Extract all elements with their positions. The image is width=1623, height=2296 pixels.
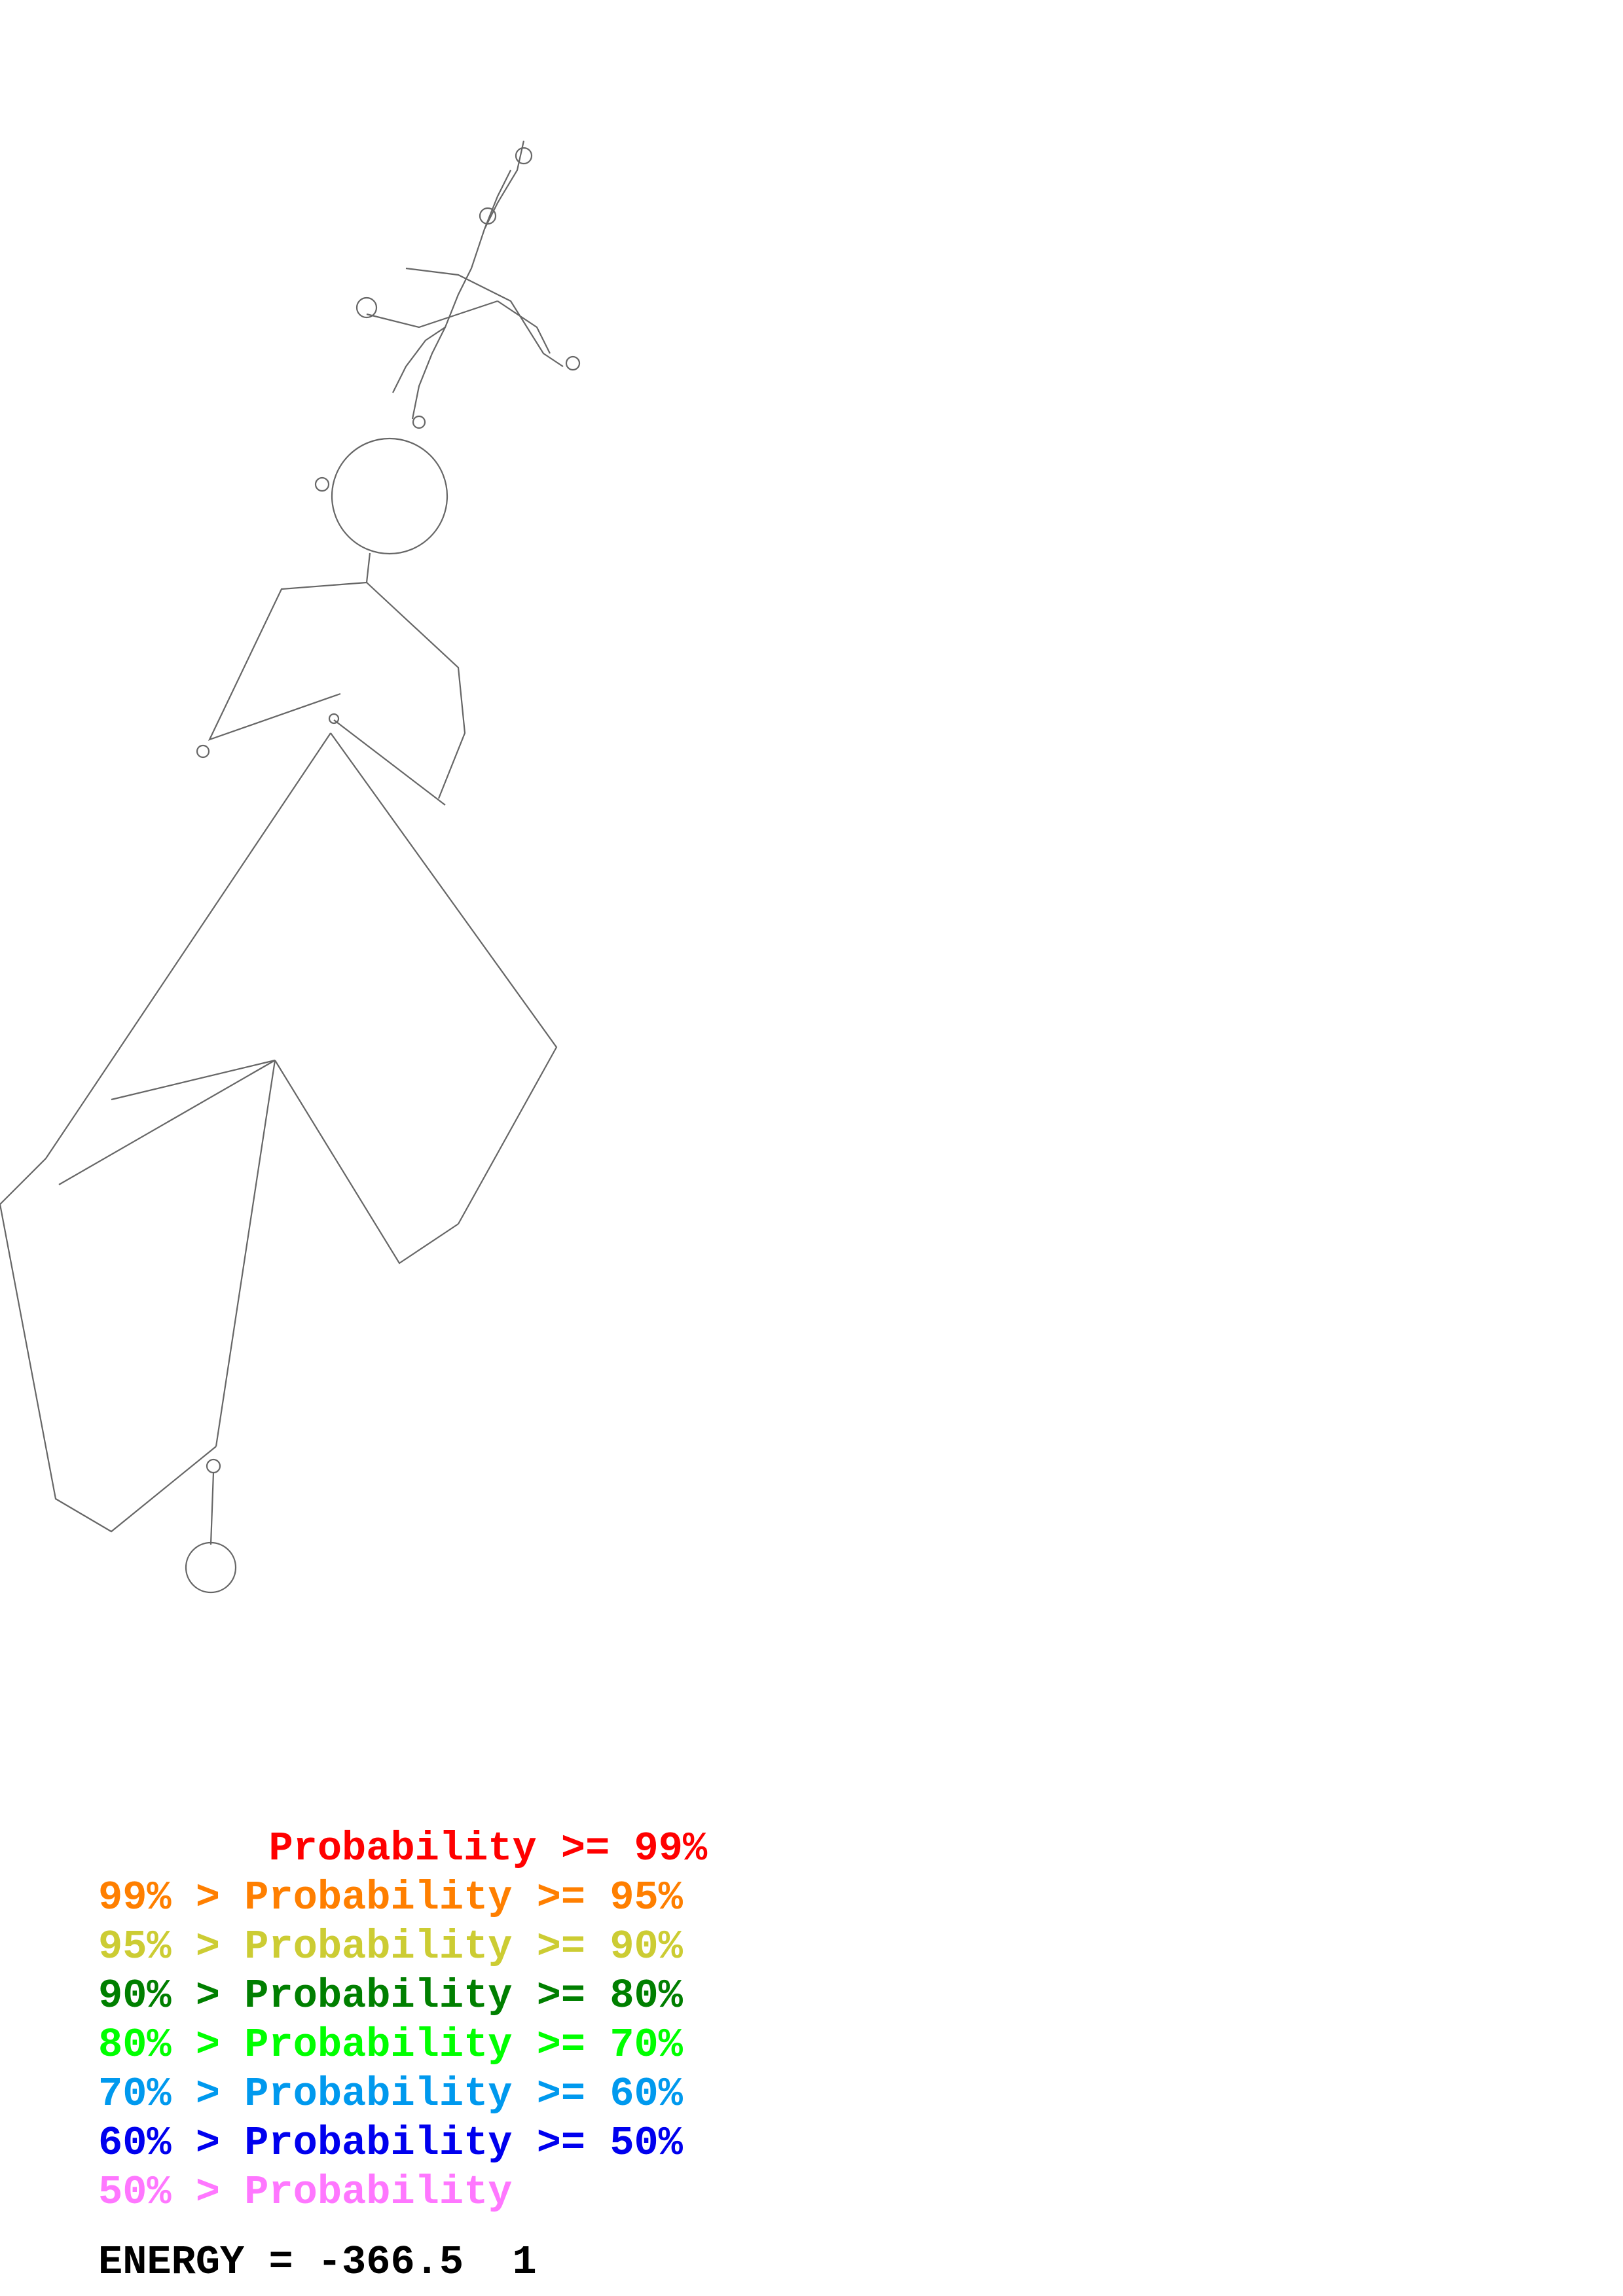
backbone-line <box>58 1059 276 1185</box>
backbone-line <box>45 732 331 1159</box>
backbone-line <box>208 581 367 741</box>
legend-entry: 90% > Probability >= 80% <box>98 1973 683 2019</box>
legend-entry: 70% > Probability >= 60% <box>98 2071 683 2117</box>
backbone-line <box>274 1060 459 1265</box>
legend-entry: 99% > Probability >= 95% <box>98 1874 683 1921</box>
legend-entry: 80% > Probability >= 70% <box>98 2022 683 2068</box>
hairpin-loop <box>412 415 426 429</box>
hairpin-loop <box>196 744 210 759</box>
terminal-loop <box>185 1541 237 1594</box>
hairpin-loop <box>314 476 330 492</box>
backbone-line <box>0 1158 217 1533</box>
hairpin-loop <box>565 355 581 371</box>
stem <box>210 1472 215 1545</box>
hairpin-loop <box>206 1458 221 1474</box>
hairpin-loop <box>479 207 497 225</box>
hairpin-loop <box>356 296 378 319</box>
backbone-line <box>366 582 466 799</box>
legend-entry: 50% > Probability <box>98 2169 513 2215</box>
stem <box>365 552 371 583</box>
rna-secondary-structure-diagram <box>0 140 581 1594</box>
multiloop <box>331 437 448 555</box>
legend-entry: 95% > Probability >= 90% <box>98 1924 683 1970</box>
backbone-line <box>330 732 558 1225</box>
backbone-line <box>215 1060 276 1447</box>
backbone-line <box>333 719 446 806</box>
legend-entry: 60% > Probability >= 50% <box>98 2120 683 2166</box>
hairpin-loop <box>515 147 533 165</box>
top-branch-arm <box>366 300 498 329</box>
top-branch-arm <box>405 267 564 367</box>
top-branch-stem <box>411 140 525 420</box>
top-branch-arm <box>483 170 511 230</box>
hairpin-loop <box>328 713 340 725</box>
top-branch-arm <box>392 327 446 393</box>
energy-label: ENERGY = -366.5 1 <box>98 2239 537 2286</box>
top-branch-arm <box>497 300 551 354</box>
legend-entry: Probability >= 99% <box>98 1825 708 1872</box>
